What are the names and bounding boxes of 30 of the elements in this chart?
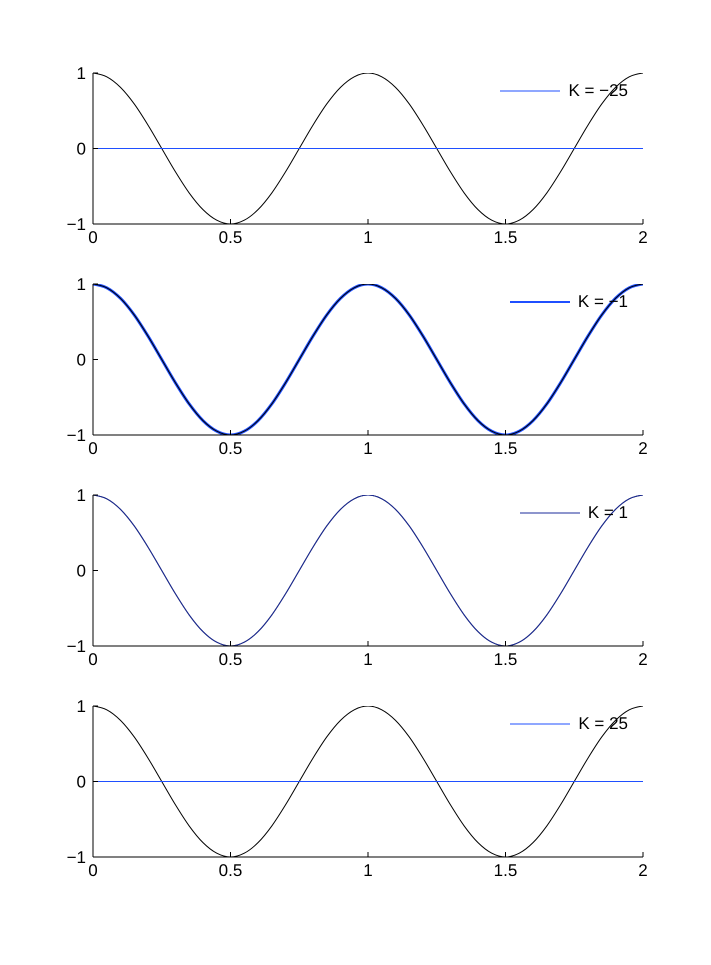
x-tick-label: 0.5 <box>218 650 242 670</box>
y-tick-label: 0 <box>76 350 86 370</box>
legend-label: K = 1 <box>588 503 628 523</box>
x-tick-label: 2 <box>638 439 648 458</box>
x-tick-label: 1.5 <box>494 228 518 248</box>
x-tick-label: 0.5 <box>218 228 242 248</box>
y-tick-label: 0 <box>76 140 86 159</box>
x-tick-label: 1 <box>363 861 373 880</box>
x-tick-label: 1 <box>363 650 373 670</box>
y-tick-label: 1 <box>76 64 86 84</box>
legend-label: K = 25 <box>578 714 628 734</box>
y-tick-label: 0 <box>76 772 86 792</box>
y-tick-label: −1 <box>66 426 86 446</box>
x-tick-label: 1 <box>363 439 373 458</box>
x-tick-label: 2 <box>638 228 648 248</box>
x-tick-label: 1.5 <box>494 861 518 880</box>
x-tick-label: 1.5 <box>494 650 518 670</box>
y-tick-label: 1 <box>76 275 86 294</box>
y-tick-label: −1 <box>66 637 86 656</box>
y-tick-label: −1 <box>66 215 86 234</box>
x-tick-label: 0.5 <box>218 439 242 458</box>
y-tick-label: −1 <box>66 848 86 868</box>
x-tick-label: 1.5 <box>494 439 518 458</box>
x-tick-label: 1 <box>363 228 373 248</box>
x-tick-label: 2 <box>638 650 648 670</box>
x-tick-label: 2 <box>638 861 648 880</box>
y-tick-label: 0 <box>76 562 86 581</box>
x-tick-label: 0.5 <box>218 861 242 880</box>
y-tick-label: 1 <box>76 697 86 716</box>
y-tick-label: 1 <box>76 486 86 506</box>
